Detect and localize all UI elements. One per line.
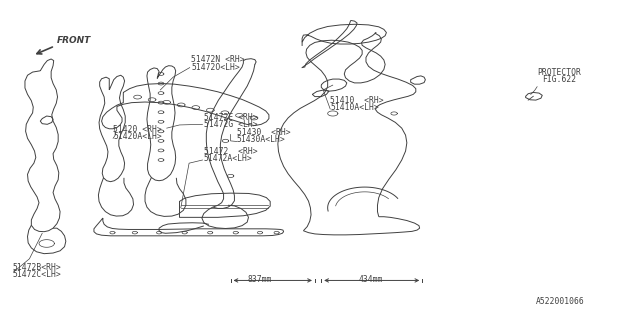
Text: 51472A<LH>: 51472A<LH> <box>204 154 253 163</box>
Text: 51472N <RH>: 51472N <RH> <box>191 55 244 64</box>
Text: 51472F <RH>: 51472F <RH> <box>204 113 257 123</box>
Text: 51420A<LH>: 51420A<LH> <box>113 132 162 141</box>
Text: 837mm: 837mm <box>248 275 272 284</box>
Text: 51410A<LH>: 51410A<LH> <box>330 103 379 112</box>
Text: 51472B<RH>: 51472B<RH> <box>12 262 61 271</box>
Text: FIG.622: FIG.622 <box>542 75 577 84</box>
Text: FRONT: FRONT <box>57 36 91 45</box>
Text: 51430A<LH>: 51430A<LH> <box>237 135 285 144</box>
Text: 51472O<LH>: 51472O<LH> <box>191 63 240 72</box>
Text: 51472G <LH>: 51472G <LH> <box>204 120 257 129</box>
Text: 51430  <RH>: 51430 <RH> <box>237 128 291 137</box>
Text: 51472  <RH>: 51472 <RH> <box>204 147 257 156</box>
Text: 51410  <RH>: 51410 <RH> <box>330 96 384 105</box>
Text: 51420 <RH>: 51420 <RH> <box>113 125 162 134</box>
Text: 434mm: 434mm <box>359 275 383 284</box>
Text: PROTECTOR: PROTECTOR <box>537 68 581 76</box>
Text: A522001066: A522001066 <box>536 297 584 306</box>
Text: 51472C<LH>: 51472C<LH> <box>12 269 61 278</box>
